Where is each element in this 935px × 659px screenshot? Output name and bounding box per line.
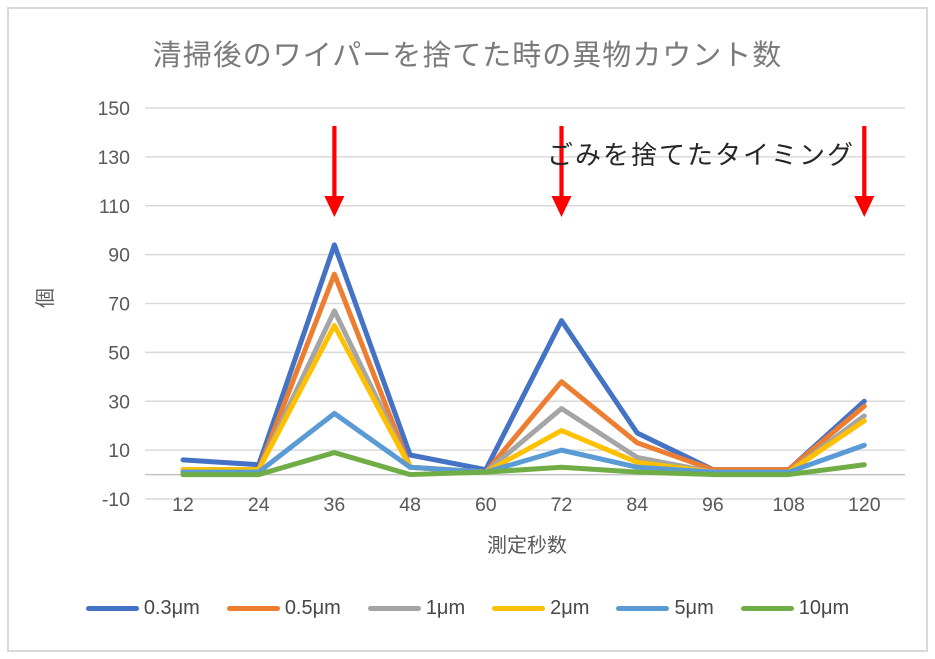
- x-tick-label: 48: [399, 494, 421, 516]
- y-tick-label: 30: [108, 391, 130, 413]
- arrow-head: [551, 196, 572, 217]
- legend-label: 1μm: [425, 597, 466, 619]
- legend-line-swatch: [85, 606, 139, 611]
- series-line-10μm: [180, 450, 867, 478]
- annotation-arrows: [324, 126, 875, 217]
- arrow-head: [854, 196, 875, 217]
- legend-item-10um: 10μm: [740, 597, 850, 620]
- legend-line-swatch: [226, 606, 280, 611]
- arrow-head: [324, 196, 345, 217]
- legend-item-0.5um: 0.5μm: [226, 597, 341, 620]
- x-tick-label: 60: [475, 494, 497, 516]
- legend-item-0.3um: 0.3μm: [85, 597, 200, 620]
- legend-label: 0.3μm: [143, 597, 200, 619]
- y-tick-label: -10: [102, 489, 130, 511]
- legend-line-swatch: [492, 606, 546, 611]
- x-tick-label: 36: [324, 494, 346, 516]
- series-line-0.3μm: [180, 242, 867, 473]
- y-axis-tick-labels: 150 130 110 90 70 50 30 10 -10: [97, 98, 130, 511]
- legend-item-1um: 1μm: [367, 597, 466, 620]
- x-tick-label: 108: [772, 494, 805, 516]
- y-tick-label: 10: [108, 440, 130, 462]
- y-tick-label: 110: [99, 196, 130, 218]
- y-tick-label: 70: [108, 294, 130, 316]
- x-tick-label: 12: [172, 494, 194, 516]
- legend-line-swatch: [740, 606, 794, 611]
- y-tick-label: 130: [97, 147, 130, 169]
- legend-item-5um: 5μm: [616, 597, 714, 620]
- annotation-label: ごみを捨てたタイミング: [547, 140, 855, 170]
- y-tick-label: 90: [108, 245, 130, 267]
- x-tick-label: 84: [626, 494, 648, 516]
- y-tick-label: 150: [97, 98, 130, 120]
- x-tick-label: 72: [551, 494, 573, 516]
- x-tick-label: 24: [248, 494, 270, 516]
- legend-line-swatch: [367, 606, 421, 611]
- legend-label: 10μm: [798, 597, 850, 619]
- series-lines: [180, 242, 867, 478]
- x-tick-label: 120: [848, 494, 881, 516]
- legend-label: 0.5μm: [284, 597, 341, 619]
- legend-label: 2μm: [550, 597, 590, 619]
- x-axis-tick-labels: 12 24 36 48 60 72 84 96 108 120: [172, 494, 881, 516]
- legend-line-swatch: [616, 606, 670, 611]
- x-axis-title: 測定秒数: [487, 534, 567, 557]
- y-tick-label: 50: [108, 342, 130, 364]
- y-axis-title: 個: [34, 288, 57, 308]
- x-tick-label: 96: [702, 494, 724, 516]
- legend-item-2um: 2μm: [492, 597, 589, 620]
- legend-label: 5μm: [674, 597, 714, 619]
- chart-title: 清掃後のワイパーを捨てた時の異物カウント数: [152, 40, 783, 72]
- chart-legend: 0.3μm 0.5μm 1μm 2μm 5μm 10μm: [0, 597, 935, 620]
